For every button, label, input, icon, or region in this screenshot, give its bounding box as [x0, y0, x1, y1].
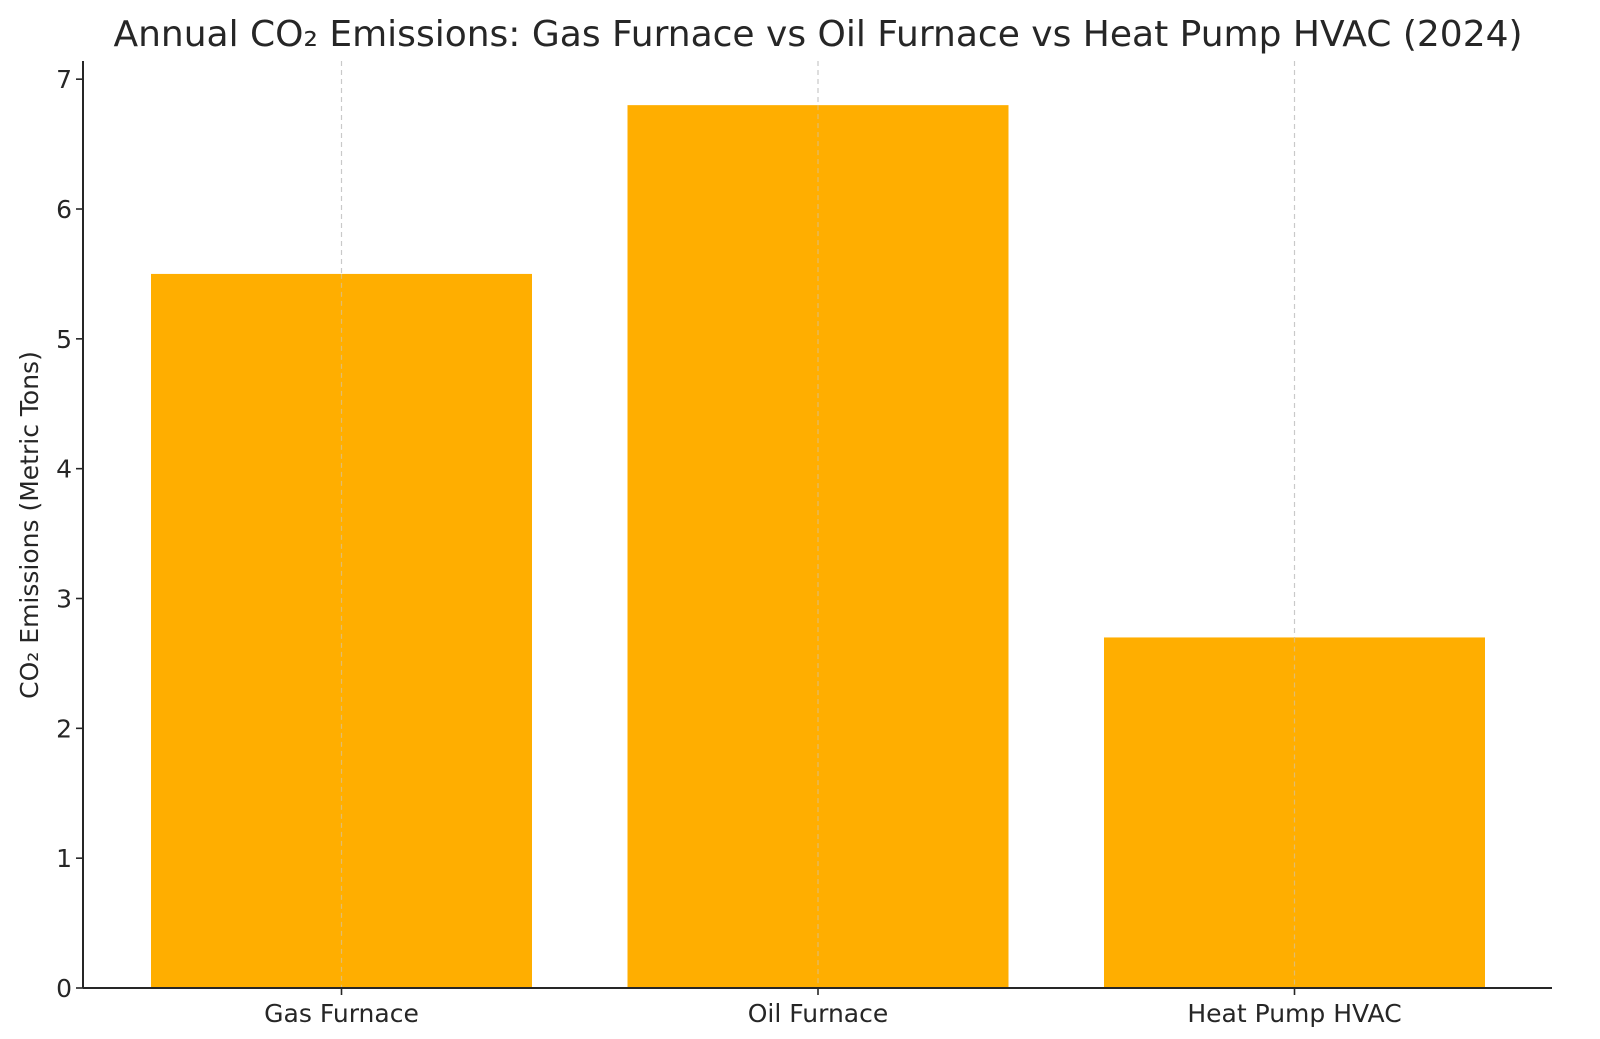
chart-title: Annual CO₂ Emissions: Gas Furnace vs Oil…	[113, 14, 1522, 55]
x-tick-label: Oil Furnace	[748, 999, 889, 1028]
y-tick-label: 1	[56, 844, 72, 873]
y-axis-label: CO₂ Emissions (Metric Tons)	[15, 351, 44, 699]
x-tick-label: Heat Pump HVAC	[1187, 999, 1401, 1028]
grid-lines-front	[340, 105, 1296, 988]
y-tick-label: 5	[56, 325, 72, 354]
y-tick-label: 7	[56, 65, 72, 94]
y-tick-label: 3	[56, 585, 72, 614]
y-tick-label: 6	[56, 195, 72, 224]
y-tick-label: 2	[56, 714, 72, 743]
y-tick-label: 4	[56, 455, 72, 484]
x-ticks: Gas Furnace Oil Furnace Heat Pump HVAC	[264, 988, 1402, 1028]
x-tick-label: Gas Furnace	[264, 999, 419, 1028]
y-tick-label: 0	[56, 974, 72, 1003]
y-ticks: 0 1 2 3 4 5 6 7	[56, 65, 83, 1003]
